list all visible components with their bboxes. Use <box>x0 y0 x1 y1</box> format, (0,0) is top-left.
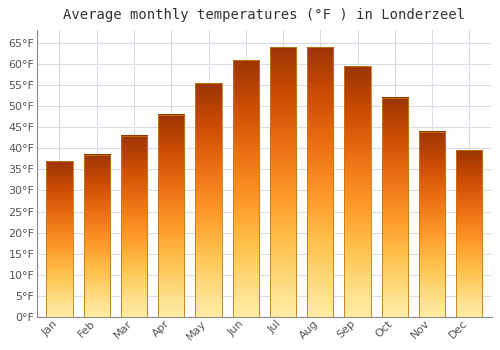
Bar <box>84 155 110 317</box>
Bar <box>232 60 259 317</box>
Bar <box>121 136 147 317</box>
Bar <box>196 83 222 317</box>
Bar <box>270 47 296 317</box>
Bar <box>344 66 370 317</box>
Bar <box>419 132 445 317</box>
Bar <box>382 98 408 317</box>
Bar <box>307 47 334 317</box>
Bar <box>46 161 72 317</box>
Bar <box>456 150 482 317</box>
Bar <box>158 115 184 317</box>
Title: Average monthly temperatures (°F ) in Londerzeel: Average monthly temperatures (°F ) in Lo… <box>64 8 466 22</box>
